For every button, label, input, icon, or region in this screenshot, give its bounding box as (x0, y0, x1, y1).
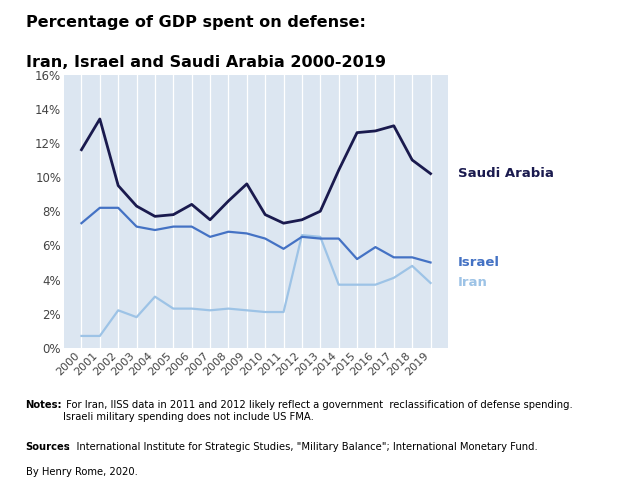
Text: By Henry Rome, 2020.: By Henry Rome, 2020. (26, 467, 138, 477)
Text: For Iran, IISS data in 2011 and 2012 likely reflect a government  reclassificati: For Iran, IISS data in 2011 and 2012 lik… (63, 400, 572, 421)
Text: Saudi Arabia: Saudi Arabia (458, 167, 554, 180)
Text: Iran: Iran (458, 276, 488, 289)
Text: :  International Institute for Strategic Studies, "Military Balance"; Internatio: : International Institute for Strategic … (67, 442, 538, 452)
Text: Iran, Israel and Saudi Arabia 2000-2019: Iran, Israel and Saudi Arabia 2000-2019 (26, 55, 385, 70)
Text: Percentage of GDP spent on defense:: Percentage of GDP spent on defense: (26, 15, 365, 30)
Text: Sources: Sources (26, 442, 70, 452)
Text: Israel: Israel (458, 256, 500, 269)
Text: Notes:: Notes: (26, 400, 62, 410)
